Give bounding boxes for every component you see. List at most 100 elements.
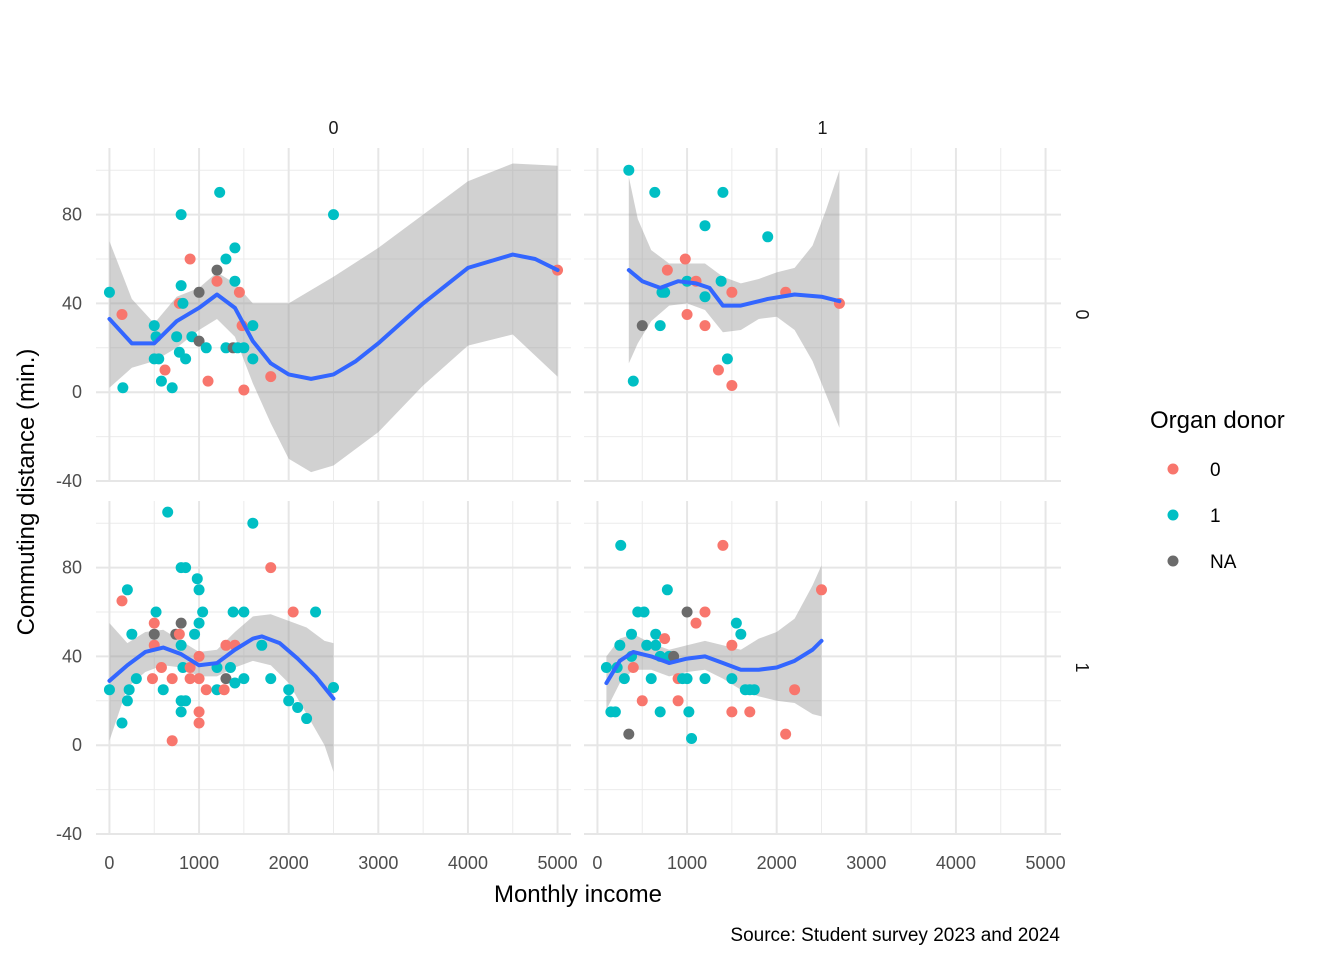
legend-entries: 0 1 NA: [1167, 460, 1237, 573]
data-point: [193, 617, 205, 629]
data-point: [292, 701, 304, 713]
data-point: [650, 639, 662, 651]
data-point: [116, 595, 128, 607]
data-point: [227, 606, 239, 618]
data-point: [184, 253, 196, 265]
x-tick-label: 2000: [757, 853, 797, 873]
data-point: [681, 673, 693, 685]
data-point: [715, 275, 727, 287]
data-point: [193, 650, 205, 662]
data-point: [200, 342, 212, 354]
data-point: [175, 617, 187, 629]
data-point: [180, 695, 192, 707]
x-tick-label: 4000: [936, 853, 976, 873]
confidence-ribbon: [628, 170, 840, 428]
data-point: [735, 628, 747, 640]
data-point: [328, 681, 339, 693]
data-point: [148, 617, 160, 629]
data-point: [173, 628, 185, 640]
data-point: [175, 639, 187, 651]
data-point: [202, 375, 214, 387]
confidence-ribbon: [109, 163, 558, 473]
data-point: [247, 353, 259, 365]
data-point: [193, 717, 205, 729]
x-tick-label: 1000: [667, 853, 707, 873]
legend-label: NA: [1210, 552, 1237, 573]
data-point: [816, 584, 827, 596]
data-point: [103, 684, 115, 696]
data-point: [175, 280, 187, 292]
data-point: [166, 382, 178, 394]
data-point: [220, 639, 232, 651]
data-point: [627, 375, 639, 387]
data-point: [650, 628, 662, 640]
data-point: [191, 573, 203, 585]
x-tick-label: 5000: [1026, 853, 1066, 873]
data-point: [193, 673, 205, 685]
data-point: [726, 286, 738, 298]
data-point: [328, 209, 339, 221]
data-point: [659, 286, 671, 298]
data-point: [661, 584, 673, 596]
data-point: [211, 275, 223, 287]
data-point: [726, 673, 738, 685]
data-point: [220, 673, 232, 685]
data-point: [218, 684, 230, 696]
data-point: [641, 639, 653, 651]
data-point: [162, 506, 174, 518]
data-point: [224, 662, 236, 673]
data-point: [699, 220, 711, 232]
data-point: [148, 320, 160, 332]
legend-label: 1: [1210, 506, 1221, 527]
caption: Source: Student survey 2023 and 2024: [730, 925, 1060, 946]
data-point: [229, 242, 241, 254]
data-point: [686, 733, 698, 745]
data-point: [193, 706, 205, 718]
x-tick-label: 1000: [179, 853, 219, 873]
data-point: [166, 735, 178, 747]
data-point: [668, 650, 680, 662]
data-point: [762, 231, 774, 243]
legend-label: 0: [1210, 460, 1221, 481]
y-tick-label: 40: [62, 293, 82, 313]
data-point: [679, 253, 691, 265]
data-point: [103, 286, 115, 298]
data-point: [681, 309, 693, 320]
data-point: [721, 353, 733, 365]
data-point: [789, 684, 801, 696]
data-point: [744, 706, 756, 718]
smooth-line: [626, 268, 842, 308]
data-point: [150, 606, 162, 618]
data-point: [301, 713, 313, 725]
data-point: [600, 662, 612, 673]
legend-key: [1167, 463, 1179, 475]
data-point: [636, 695, 648, 707]
data-point: [116, 717, 128, 729]
data-point: [661, 264, 673, 276]
panel-r1-c0: [96, 501, 571, 835]
y-tick-label: 0: [72, 382, 82, 402]
data-point: [726, 706, 738, 718]
data-point: [155, 375, 167, 387]
legend-title: Organ donor: [1150, 407, 1285, 434]
data-point: [638, 606, 650, 618]
data-point: [200, 684, 212, 696]
data-point: [229, 275, 241, 287]
legend: Organ donor 0 1 NA: [1150, 407, 1285, 573]
data-point: [287, 606, 299, 618]
y-tick-label: -40: [56, 471, 82, 491]
data-point: [654, 320, 666, 332]
panels-layer: [96, 148, 1061, 835]
data-point: [265, 371, 277, 383]
data-point: [627, 662, 639, 673]
data-point: [649, 186, 661, 198]
y-tick-label: 0: [72, 735, 82, 755]
x-tick-label: 0: [104, 853, 114, 873]
data-point: [256, 639, 268, 651]
data-point: [153, 353, 165, 365]
y-tick-label: -40: [56, 824, 82, 844]
data-point: [175, 706, 187, 718]
data-point: [247, 517, 259, 529]
y-tick-label: 40: [62, 646, 82, 666]
